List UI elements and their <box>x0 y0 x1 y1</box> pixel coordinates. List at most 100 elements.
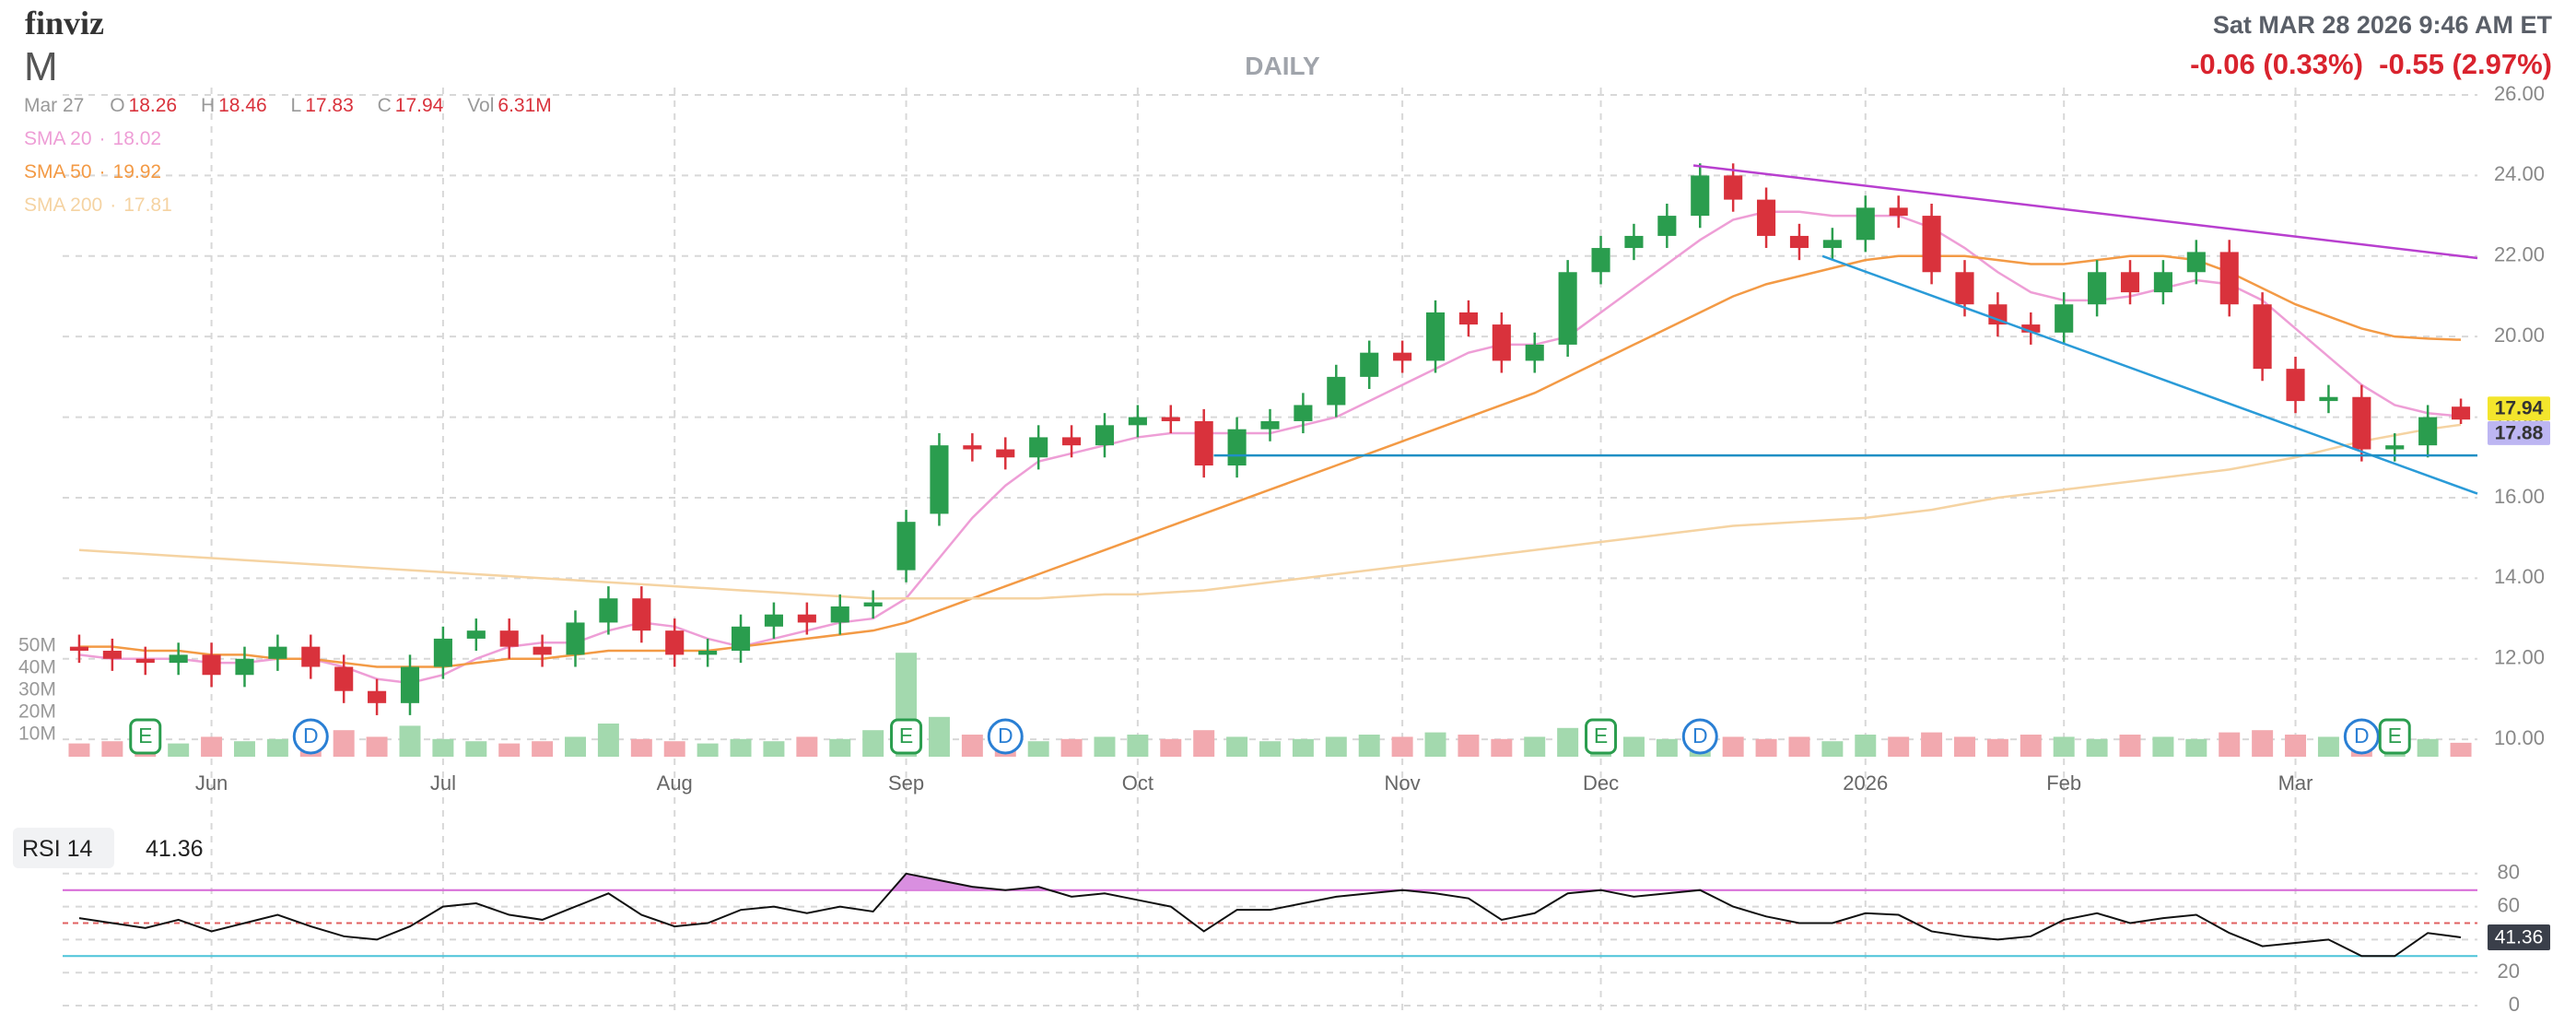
candle-body <box>1029 437 1048 458</box>
rsi-value: 41.36 <box>146 836 204 862</box>
rsi-tick-label: 60 <box>2498 893 2520 916</box>
event-marker <box>292 718 329 755</box>
volume-bar <box>1325 736 1347 757</box>
candle-body <box>1360 352 1379 377</box>
candle-body <box>1724 175 1743 200</box>
y-tick-label: 12.00 <box>2494 646 2545 669</box>
x-tick-label: Jul <box>430 771 456 795</box>
candle-body <box>2286 369 2305 402</box>
quote-label: H <box>200 95 216 116</box>
candle-body <box>2153 272 2172 293</box>
change-ah: -0.55 (2.97%) <box>2379 48 2552 80</box>
candle-body <box>1691 175 1710 217</box>
rsi-label-box <box>13 828 114 868</box>
candle-body <box>2451 406 2471 420</box>
candle-body <box>1922 216 1941 273</box>
x-tick-label: Mar <box>2278 771 2313 795</box>
volume-bar <box>1127 735 1149 757</box>
rsi-badge-label: 41.36 <box>2495 927 2544 948</box>
volume-bar <box>829 738 851 757</box>
candle-body <box>1161 417 1180 421</box>
candle-body <box>1988 304 2008 325</box>
candle-body <box>169 654 188 664</box>
x-tick-label: Nov <box>1385 771 1421 795</box>
volume-bar <box>1094 736 1116 757</box>
volume-bar <box>1921 732 1943 757</box>
candle-body <box>2352 396 2371 450</box>
candle-body <box>963 445 982 450</box>
candle-body <box>1525 344 1544 361</box>
volume-bar <box>1524 736 1546 757</box>
y-tick-label: 10.00 <box>2494 726 2545 749</box>
sma-line <box>78 423 2462 600</box>
y-tick-label: 16.00 <box>2494 485 2545 508</box>
quote-label: Vol <box>467 95 495 116</box>
candle-body <box>2088 272 2107 305</box>
volume-bar <box>1557 727 1579 757</box>
x-tick-label: Aug <box>657 771 693 795</box>
volume-bar <box>366 736 388 757</box>
volume-bar <box>201 736 223 757</box>
volume-bar <box>1622 736 1645 757</box>
volume-bar <box>1060 738 1083 757</box>
candle-body <box>731 626 751 652</box>
event-label: D <box>1692 724 1708 748</box>
candle-body <box>2021 324 2041 333</box>
legend-value: 17.81 <box>123 194 172 216</box>
volume-bar <box>2152 736 2174 757</box>
volume-bar <box>1424 732 1446 757</box>
candle-body <box>2385 445 2405 450</box>
volume-bar <box>1391 736 1413 757</box>
volume-bar <box>1226 736 1248 757</box>
legend-name: SMA 200 <box>24 194 103 216</box>
candle-body <box>2219 252 2239 305</box>
timeframe: DAILY <box>1245 52 1320 80</box>
price-badge <box>2488 420 2550 445</box>
volume-bar <box>1755 738 1777 757</box>
volume-bar <box>498 743 521 757</box>
rsi-tick-label: 20 <box>2498 959 2520 983</box>
change-day: -0.06 (0.33%) <box>2190 48 2363 80</box>
volume-bar <box>2252 730 2274 757</box>
candle-body <box>1095 425 1115 446</box>
candle-body <box>599 598 618 623</box>
volume-bar <box>2185 738 2207 757</box>
volume-bar <box>2450 742 2472 757</box>
volume-bar <box>2119 735 2141 757</box>
volume-bar <box>1986 738 2008 757</box>
quote-open: 18.26 <box>128 95 178 116</box>
logo[interactable]: finviz <box>25 5 104 41</box>
candle-body <box>1327 376 1346 406</box>
y-tick-label: 20.00 <box>2494 324 2545 347</box>
volume-bar <box>862 730 884 757</box>
rsi-badge <box>2488 924 2550 950</box>
volume-bar <box>763 741 785 757</box>
candle-body <box>1458 312 1478 325</box>
candle-body <box>1757 199 1776 236</box>
volume-bar <box>266 738 288 757</box>
candle-body <box>632 598 651 631</box>
legend-value: 19.92 <box>112 161 162 182</box>
candle-body <box>863 602 883 606</box>
candle-body <box>1955 272 1974 305</box>
volume-bar <box>532 741 554 757</box>
event-marker <box>987 718 1024 755</box>
volume-bar <box>2020 735 2042 757</box>
volume-tick-label: 10M <box>18 724 56 745</box>
candle-body <box>2120 272 2140 293</box>
legend-entry: SMA 200 · 17.81 <box>24 194 172 217</box>
quote-high: 18.46 <box>218 95 267 116</box>
candle-body <box>2253 304 2272 370</box>
quote-row: Mar 27 O 18.26 H 18.46 L 17.83 C 17.94 Vol 6.… <box>24 95 570 117</box>
quote-volume: 6.31M <box>498 95 552 116</box>
volume-bar <box>1160 738 1182 757</box>
candle-body <box>499 630 519 647</box>
candle-body <box>996 449 1015 458</box>
candle-body <box>830 606 849 623</box>
volume-bar <box>928 716 950 757</box>
legend-name: SMA 50 <box>24 161 92 182</box>
legend-sep: · <box>99 161 106 182</box>
candle-body <box>102 651 122 659</box>
candle-body <box>1260 420 1280 430</box>
candle-body <box>1194 420 1213 466</box>
